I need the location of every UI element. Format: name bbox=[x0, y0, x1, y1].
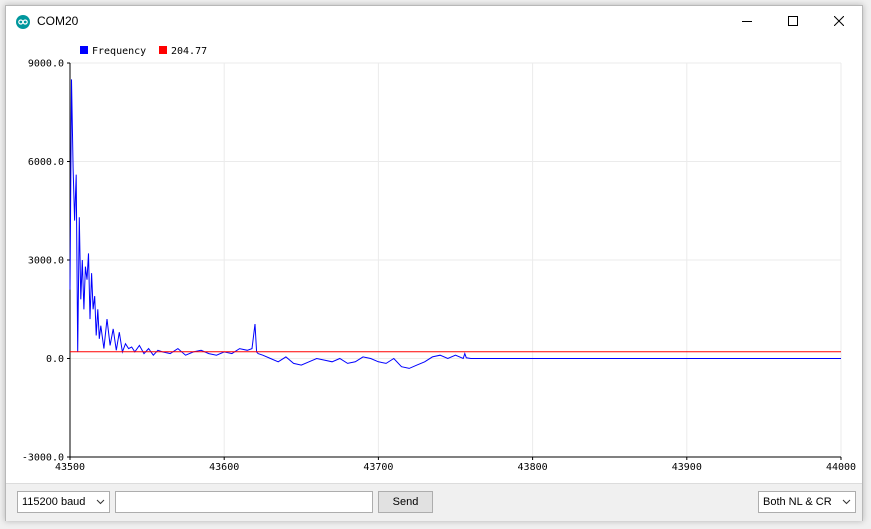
y-tick-label: 3000.0 bbox=[28, 256, 64, 267]
y-tick-label: 6000.0 bbox=[28, 157, 64, 168]
x-tick-label: 43700 bbox=[363, 462, 393, 473]
chevron-down-icon bbox=[842, 492, 851, 519]
maximize-button[interactable] bbox=[770, 6, 816, 36]
send-input[interactable] bbox=[115, 491, 373, 513]
close-button[interactable] bbox=[816, 6, 862, 36]
legend: Frequency 204.77 bbox=[80, 46, 207, 57]
line-ending-select[interactable]: Both NL & CR bbox=[758, 491, 856, 513]
legend-swatch-204 bbox=[159, 46, 167, 54]
axes bbox=[67, 62, 842, 460]
line-ending-value: Both NL & CR bbox=[763, 496, 832, 508]
x-tick-label: 43800 bbox=[518, 462, 548, 473]
serial-plotter-window: COM20 43500 43600 43700 43800 43900 44000 9000… bbox=[5, 5, 863, 521]
baud-rate-select[interactable]: 115200 baud bbox=[17, 491, 110, 513]
x-tick-label: 43500 bbox=[55, 462, 85, 473]
grid bbox=[70, 62, 842, 458]
x-tick-label: 43900 bbox=[672, 462, 702, 473]
y-tick-label: 0.0 bbox=[46, 354, 64, 365]
minimize-icon bbox=[742, 21, 752, 22]
chevron-down-icon bbox=[96, 492, 105, 519]
series-line-frequency bbox=[69, 79, 841, 369]
maximize-icon bbox=[788, 16, 798, 26]
close-icon bbox=[834, 16, 844, 26]
legend-swatch-frequency bbox=[80, 46, 88, 54]
arduino-icon bbox=[16, 15, 30, 29]
legend-label-204: 204.77 bbox=[171, 46, 207, 57]
serial-plot: 43500 43600 43700 43800 43900 44000 9000.0 6000… bbox=[22, 46, 856, 474]
send-button[interactable]: Send bbox=[378, 491, 433, 513]
series-lines bbox=[69, 79, 841, 369]
x-tick-label: 44000 bbox=[826, 462, 856, 473]
legend-label-frequency: Frequency bbox=[92, 46, 146, 57]
bottom-toolbar: 115200 baud Send Both NL & CR bbox=[6, 483, 862, 521]
baud-rate-value: 115200 baud bbox=[22, 496, 86, 508]
y-tick-label: 9000.0 bbox=[28, 59, 64, 70]
tick-labels: 43500 43600 43700 43800 43900 44000 9000.0 6000… bbox=[22, 59, 856, 474]
plot-area: 43500 43600 43700 43800 43900 44000 9000.0 6000… bbox=[6, 36, 862, 483]
x-tick-label: 43600 bbox=[209, 462, 239, 473]
window-title: COM20 bbox=[37, 14, 79, 28]
minimize-button[interactable] bbox=[724, 6, 770, 36]
title-bar: COM20 bbox=[6, 6, 862, 36]
y-tick-label: -3000.0 bbox=[22, 453, 64, 464]
